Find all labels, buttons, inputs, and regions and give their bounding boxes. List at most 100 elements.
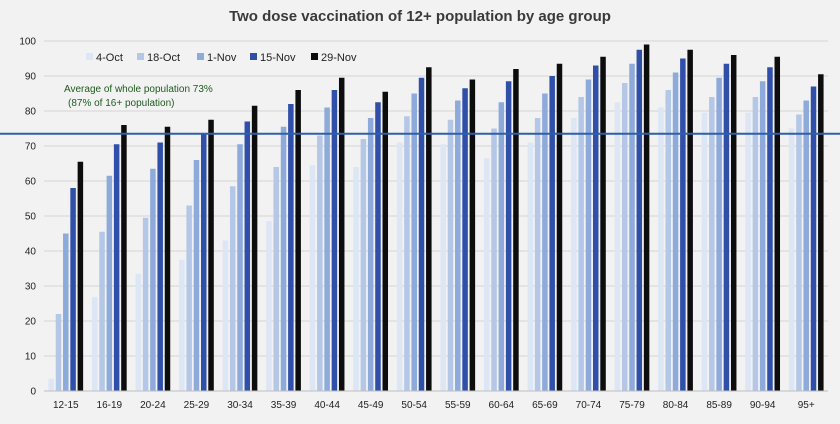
legend-label: 29-Nov	[321, 52, 357, 64]
bar	[571, 118, 577, 391]
bar	[621, 83, 628, 391]
bar	[643, 44, 650, 391]
bar	[186, 205, 192, 391]
bar	[48, 378, 54, 391]
chart-title: Two dose vaccination of 12+ population b…	[229, 8, 611, 25]
bar	[534, 118, 541, 391]
bar	[280, 126, 287, 391]
bar	[418, 77, 425, 391]
legend-label: 1-Nov	[207, 52, 237, 64]
x-tick-label: 80-84	[663, 400, 689, 411]
y-tick-label: 90	[25, 72, 37, 83]
bar	[142, 217, 149, 391]
bar	[55, 314, 62, 391]
bar	[701, 112, 708, 391]
legend-swatch	[137, 53, 144, 60]
bar	[636, 49, 643, 391]
bar	[317, 135, 323, 391]
x-tick-label: 55-59	[445, 400, 471, 411]
bar	[687, 49, 693, 391]
bar	[556, 63, 563, 391]
y-tick-label: 100	[19, 37, 36, 48]
y-tick-label: 40	[25, 247, 37, 258]
bar	[222, 240, 229, 391]
bar	[77, 161, 84, 391]
bar	[709, 97, 715, 391]
bar	[106, 175, 113, 391]
legend-label: 4-Oct	[96, 52, 123, 64]
bar	[767, 67, 773, 391]
y-tick-label: 70	[25, 142, 37, 153]
bar	[99, 231, 105, 391]
legend-label: 15-Nov	[260, 52, 296, 64]
bar	[592, 65, 599, 391]
bar	[338, 77, 345, 391]
x-tick-label: 50-54	[401, 400, 427, 411]
bar	[527, 142, 534, 391]
bar	[411, 93, 417, 391]
bar	[542, 93, 548, 391]
x-tick-label: 20-24	[140, 400, 166, 411]
bar	[367, 118, 374, 391]
x-tick-label: 12-15	[53, 400, 79, 411]
bar	[745, 112, 751, 391]
bar	[447, 119, 454, 391]
bar	[680, 58, 686, 391]
bar	[193, 160, 200, 391]
bar	[796, 114, 802, 391]
bar	[135, 273, 142, 391]
bar	[273, 167, 280, 391]
bar	[91, 297, 98, 391]
bar	[324, 107, 330, 391]
x-tick-label: 60-64	[489, 400, 515, 411]
bar	[208, 119, 214, 391]
bar	[665, 90, 672, 391]
bar	[716, 77, 722, 391]
annotation-line-1: Average of whole population 73%	[64, 84, 213, 95]
bar	[469, 79, 476, 391]
legend-swatch	[197, 53, 204, 60]
bar	[788, 128, 795, 391]
bar	[585, 79, 592, 391]
y-tick-label: 80	[25, 107, 37, 118]
bar	[157, 142, 163, 391]
annotation-line-2: (87% of 16+ population)	[68, 98, 174, 109]
bar	[164, 126, 171, 391]
bar	[513, 69, 519, 391]
bar	[462, 88, 468, 391]
bar	[229, 186, 236, 391]
bar	[70, 188, 76, 391]
x-tick-label: 95+	[798, 400, 815, 411]
bar	[121, 125, 127, 391]
bar	[353, 167, 359, 391]
bar	[375, 102, 381, 391]
bar	[672, 72, 679, 391]
bar	[237, 144, 243, 391]
bar	[440, 144, 446, 391]
bar	[382, 91, 389, 391]
bar	[549, 76, 555, 391]
bar	[404, 116, 410, 391]
y-tick-label: 60	[25, 177, 37, 188]
bar	[723, 63, 730, 391]
x-tick-label: 30-34	[227, 400, 253, 411]
bar	[396, 142, 403, 391]
bar	[752, 97, 759, 391]
bar	[614, 102, 621, 391]
bar	[309, 165, 316, 391]
bar	[455, 100, 461, 391]
bar	[491, 128, 497, 391]
legend-swatch	[311, 53, 318, 60]
bar	[150, 168, 156, 391]
y-tick-label: 10	[25, 352, 37, 363]
bar	[288, 104, 294, 391]
x-tick-label: 25-29	[184, 400, 210, 411]
y-tick-label: 0	[30, 387, 36, 398]
x-tick-label: 85-89	[706, 400, 732, 411]
bar	[759, 81, 766, 391]
bar	[658, 107, 664, 391]
bar	[578, 97, 584, 391]
bar	[200, 133, 207, 391]
x-tick-label: 16-19	[97, 400, 123, 411]
x-tick-label: 35-39	[271, 400, 297, 411]
